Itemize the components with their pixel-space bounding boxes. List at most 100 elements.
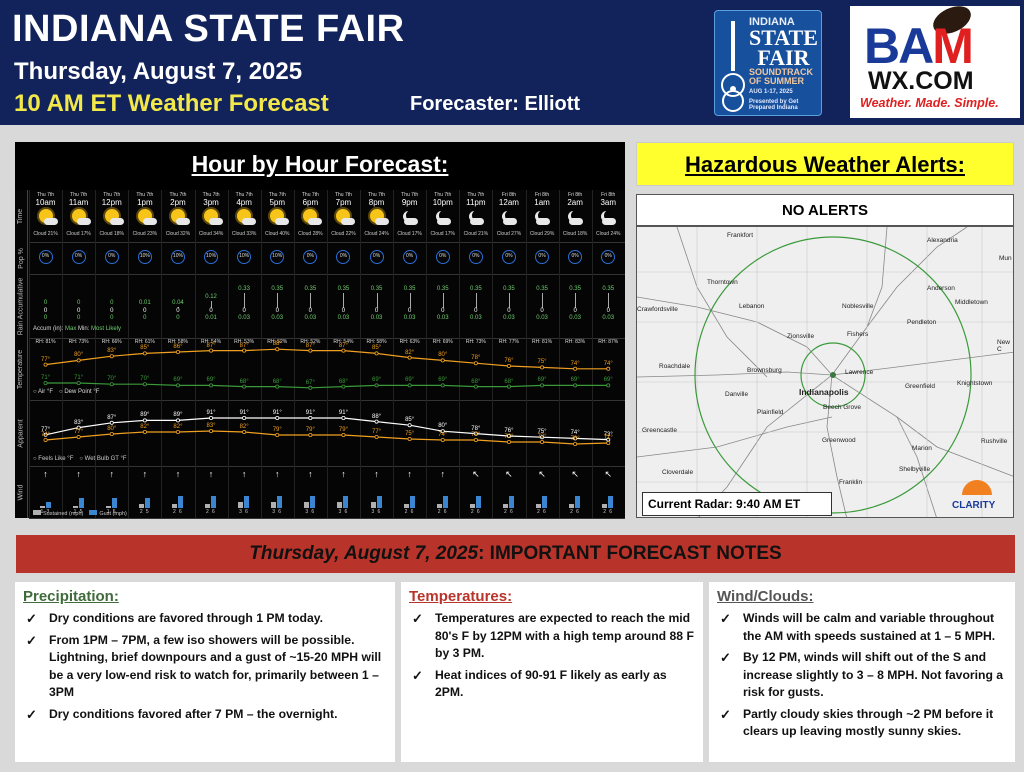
wind-direction-arrow: ↖	[571, 469, 579, 479]
cloud-icon	[43, 218, 58, 225]
feels-like-value: 80°	[438, 423, 448, 430]
air-temp-value: 74°	[570, 360, 580, 367]
pop-ring: 0%	[369, 250, 384, 264]
wet-bulb-value: 77°	[372, 429, 382, 435]
feels-like-value: 91°	[272, 410, 282, 416]
air-temp-point	[374, 351, 379, 356]
pop-ring: 0%	[104, 250, 119, 264]
checkmark-icon: ✓	[720, 650, 731, 665]
rain-max: 0.35	[304, 286, 317, 292]
gust-value: 6	[476, 509, 480, 515]
map-town-label: Anderson	[927, 285, 955, 292]
wet-bulb-point	[506, 439, 511, 444]
column-separator	[525, 190, 527, 518]
rain-min: 0	[76, 308, 81, 314]
sustained-wind-bar	[469, 504, 475, 508]
rain-likely: 0.03	[337, 315, 350, 321]
wet-bulb-point	[473, 437, 478, 442]
feels-like-value: 89°	[173, 412, 183, 419]
rain-min: 0	[341, 308, 346, 314]
dew-point-point	[76, 380, 81, 385]
cloud-cover-label: Cloud 33%	[231, 231, 257, 237]
hour-header: Thu 7th 8pm	[368, 192, 386, 207]
column-separator	[62, 190, 64, 518]
feels-like-point	[275, 415, 280, 420]
rain-likely: 0.03	[238, 315, 250, 321]
map-town-label: Franklin	[839, 479, 863, 486]
bam-wordmark: BAM	[864, 18, 974, 74]
column-separator	[492, 190, 494, 518]
cloud-cover-label: Cloud 27%	[496, 231, 522, 237]
feels-like-point	[142, 418, 147, 423]
feels-like-point	[407, 423, 412, 428]
rain-range-bar	[343, 293, 345, 308]
sustained-wind-bar	[238, 502, 244, 508]
map-town-label: Brownsburg	[747, 367, 782, 374]
gust-value: 6	[509, 509, 513, 515]
radar-range-ring	[694, 236, 972, 514]
map-town-label: Knightstown	[957, 380, 993, 387]
road-line	[676, 227, 768, 378]
gust-wind-bar	[310, 496, 316, 508]
dew-point-point	[407, 383, 412, 388]
note-item: ✓ Heat indices of 90-91 F likely as earl…	[412, 667, 667, 700]
bamwx-logo: BAM WX.COM Weather. Made. Simple.	[850, 0, 1020, 118]
cloud-cover-label: Cloud 18%	[99, 231, 124, 237]
hazard-alerts-header: Hazardous Weather Alerts:	[636, 142, 1014, 186]
map-town-label: Danville	[725, 391, 749, 398]
air-temp-value: 88°	[272, 341, 282, 348]
radar-map[interactable]: Frankfort Alexandria Thorntown Lebanon Noble…	[636, 226, 1014, 518]
air-temp-value: 87°	[206, 342, 216, 349]
air-temp-value: 87°	[305, 342, 315, 349]
map-town-label: Roachdale	[659, 363, 691, 370]
pop-ring: 0%	[568, 250, 583, 264]
column-separator	[95, 190, 97, 518]
map-town-label: Marion	[912, 445, 932, 452]
rh-label: RH: 52%	[267, 339, 288, 345]
forecaster-name: Forecaster: Elliott	[410, 93, 581, 115]
row-label-wind: Wind	[15, 466, 28, 518]
rain-max: 0	[110, 300, 114, 306]
radar-map-graphic	[637, 227, 1013, 517]
hour-header: Thu 7th 10am	[35, 192, 56, 207]
gust-value: 6	[344, 509, 348, 515]
dew-point-value: 69°	[206, 377, 216, 384]
rain-min: 0	[540, 308, 544, 314]
cloud-icon	[469, 218, 484, 225]
gust-wind-bar	[45, 502, 51, 508]
sustained-value: 3	[305, 509, 309, 515]
feels-like-point	[43, 432, 48, 437]
air-temp-value: 85°	[372, 345, 382, 352]
air-temp-point	[275, 347, 280, 352]
column-separator	[591, 190, 593, 518]
gust-wind-bar	[211, 496, 217, 508]
precipitation-title: Precipitation:	[23, 588, 119, 605]
column-separator	[426, 190, 428, 518]
cloud-icon	[209, 218, 224, 225]
sustained-value: 2	[570, 509, 573, 515]
rh-label: RH: 63%	[399, 339, 420, 345]
gust-value: 6	[410, 509, 414, 515]
cloud-icon	[341, 218, 356, 225]
wind-cloud-list: ✓ Winds will be calm and variable through…	[717, 610, 1007, 741]
sustained-wind-bar	[337, 502, 343, 508]
wet-bulb-point	[275, 432, 280, 437]
wet-bulb-point	[440, 437, 445, 442]
rain-min: 0	[43, 308, 48, 314]
dew-point-value: 68°	[272, 378, 282, 385]
feels-like-value: 88°	[372, 413, 382, 420]
sustained-value: 2	[404, 509, 408, 515]
sustained-value: 2	[172, 509, 176, 515]
feels-like-value: 91°	[305, 410, 315, 416]
wind-cloud-notes: Wind/Clouds: ✓ Winds will be calm and var…	[709, 582, 1015, 762]
rain-legend: Accum (in): Max Min: Most Likely	[33, 326, 122, 332]
cloud-icon	[403, 218, 418, 225]
sustained-wind-bar	[205, 504, 211, 508]
feels-like-point	[473, 431, 478, 436]
checkmark-icon: ✓	[26, 632, 37, 648]
feels-like-value: 83°	[74, 419, 84, 426]
cloud-cover-label: Cloud 40%	[265, 231, 290, 237]
pop-ring: 0%	[601, 250, 616, 264]
air-temp-point	[308, 348, 313, 353]
rain-min: 0	[407, 308, 412, 314]
